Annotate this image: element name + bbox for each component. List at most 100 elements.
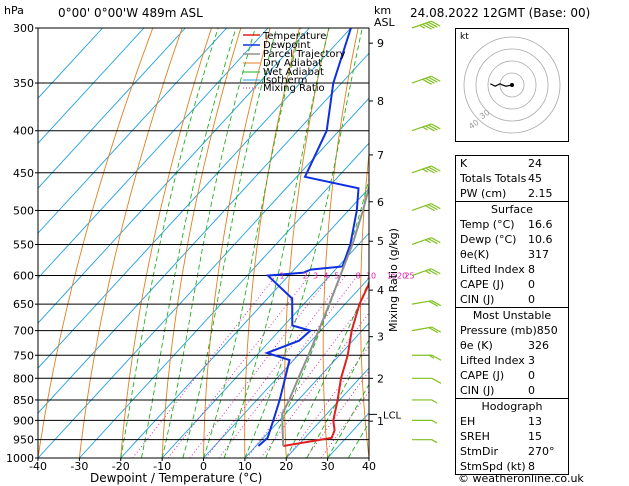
- most-unstable-row: CAPE (J) 0: [460, 369, 535, 382]
- isotherm-line: [38, 28, 186, 189]
- wind-barb-flag: [422, 23, 432, 30]
- hodograph-title: Hodograph: [481, 400, 543, 413]
- most-unstable-row: Pressure (mb) 850: [460, 324, 558, 337]
- location-title: 0°00' 0°00'W 489m ASL: [58, 6, 203, 20]
- hodograph-row: StmDir 270°: [460, 445, 555, 458]
- wind-barb-flag: [431, 419, 438, 424]
- indices-surface: Surface Temp (°C) 16.6 Dewp (°C) 10.6 θe(K…: [455, 202, 569, 308]
- pressure-tick-label: 600: [13, 270, 34, 283]
- wet-adiabat-line: [327, 383, 369, 458]
- dry-adiabat-line: [120, 28, 212, 458]
- dry-adiabat-line: [432, 28, 452, 458]
- indices-basic: K 24 Totals Totals 45 PW (cm) 2.15: [455, 155, 569, 202]
- surface-row: θe(K) 317: [460, 248, 549, 261]
- wind-barb-flag: [428, 204, 438, 211]
- wind-barb-flag: [430, 237, 441, 244]
- wind-barb: [411, 237, 441, 246]
- temperature-tick-label: 40: [362, 460, 376, 473]
- temperature-tick-label: -20: [112, 460, 130, 473]
- surface-row: Dewp (°C) 10.6: [460, 233, 553, 246]
- hodograph-trace: [490, 83, 513, 87]
- isotherm-line: [203, 277, 369, 458]
- wind-barb: [411, 203, 441, 212]
- km-tick-label: 9: [377, 37, 384, 50]
- km-tick-label: 2: [377, 372, 384, 385]
- wind-barb: [411, 20, 441, 30]
- wind-barb-flag: [422, 168, 428, 173]
- pressure-tick-label: 350: [13, 77, 34, 90]
- wind-barb-flag: [430, 165, 441, 172]
- wet-adiabat-line: [265, 177, 369, 458]
- wind-barb-flag: [430, 123, 441, 130]
- wind-barb-staff: [411, 326, 432, 332]
- mixing-ratio-label: 2: [303, 272, 308, 281]
- wind-barb-flag: [430, 75, 441, 82]
- surface-row: CIN (J) 0: [460, 293, 535, 306]
- isotherm-line: [244, 322, 369, 458]
- wind-barb-flag: [428, 300, 439, 307]
- wind-barb: [412, 354, 442, 361]
- wind-barb-flag: [422, 126, 428, 131]
- wind-barb-staff: [411, 165, 432, 174]
- most-unstable-row: CIN (J) 0: [460, 384, 535, 397]
- dry-adiabat-line: [622, 28, 629, 458]
- legend-label-dewpoint: Dewpoint: [263, 40, 311, 51]
- hodograph-ring: [463, 36, 561, 134]
- wind-barb-flag: [428, 76, 438, 83]
- mixing-ratio-line: [286, 345, 369, 458]
- hpa-label: hPa: [4, 4, 24, 17]
- wind-barb-flag: [430, 268, 441, 275]
- temperature-tick-label: -40: [29, 460, 47, 473]
- wind-barb: [411, 268, 441, 277]
- mixing-ratio-label: 5: [334, 272, 339, 281]
- surface-title: Surface: [491, 203, 533, 216]
- wind-barb: [412, 439, 438, 444]
- mixing-ratio-label: 8: [356, 272, 361, 281]
- mixing-ratio-label: 3: [313, 272, 318, 281]
- wind-barb-flag: [431, 354, 442, 361]
- wind-barb-flag: [428, 327, 439, 334]
- index-row-pw: PW (cm) 2.15: [460, 187, 553, 200]
- km-tick-label: 8: [377, 95, 384, 108]
- pressure-tick-label: 400: [13, 125, 34, 138]
- legend-label-mixing-ratio: Mixing Ratio: [263, 83, 325, 94]
- km-tick-label: 4: [377, 284, 384, 297]
- isotherm-line: [38, 97, 369, 458]
- surface-row: CAPE (J) 0: [460, 278, 535, 291]
- indices-panel: K 24 Totals Totals 45 PW (cm) 2.15 Surface …: [455, 155, 569, 475]
- pressure-tick-label: 850: [13, 394, 34, 407]
- hodograph-frame: [455, 28, 569, 142]
- wind-barb-staff: [411, 75, 432, 84]
- hodograph-row: StmSpd (kt) 8: [460, 460, 535, 473]
- isotherm-line: [38, 52, 369, 414]
- km-tick-label: 6: [377, 196, 384, 209]
- wind-barb: [412, 377, 442, 384]
- wind-barb-staff: [411, 20, 432, 29]
- isotherm-line: [285, 367, 369, 458]
- km-tick-label: 3: [377, 331, 384, 344]
- wind-barb-flag: [419, 24, 426, 29]
- hodograph-ring: [499, 72, 525, 98]
- mixing-ratio-label: 15: [387, 272, 397, 281]
- asl-label: ASL: [374, 16, 396, 29]
- mixing-ratio-label: 25: [404, 272, 414, 281]
- wind-barb-flag: [425, 205, 435, 212]
- mixing-ratio-line: [246, 294, 369, 458]
- legend-label-dry-adiabat: Dry Adiabat: [263, 58, 322, 69]
- indices-hodograph: Hodograph EH 13 SREH 15 StmDir 270° StmSpd …: [455, 399, 569, 475]
- wind-barb-staff: [411, 300, 432, 305]
- isotherm-line: [38, 28, 269, 279]
- wind-barb-flag: [431, 439, 438, 444]
- legend: Temperature Dewpoint Parcel Trajectory D…: [243, 31, 346, 94]
- km-tick-label: 7: [377, 149, 384, 162]
- pressure-tick-label: 750: [13, 349, 34, 362]
- wind-barb: [411, 300, 442, 307]
- isotherm-line: [120, 187, 369, 458]
- legend-label-parcel: Parcel Trajectory: [263, 49, 346, 60]
- wind-barb: [411, 165, 441, 174]
- mixing-ratio-line: [189, 275, 331, 458]
- wind-barb-flag: [428, 269, 438, 276]
- wind-barb-flag: [428, 354, 435, 359]
- wind-barb-flag: [431, 377, 442, 384]
